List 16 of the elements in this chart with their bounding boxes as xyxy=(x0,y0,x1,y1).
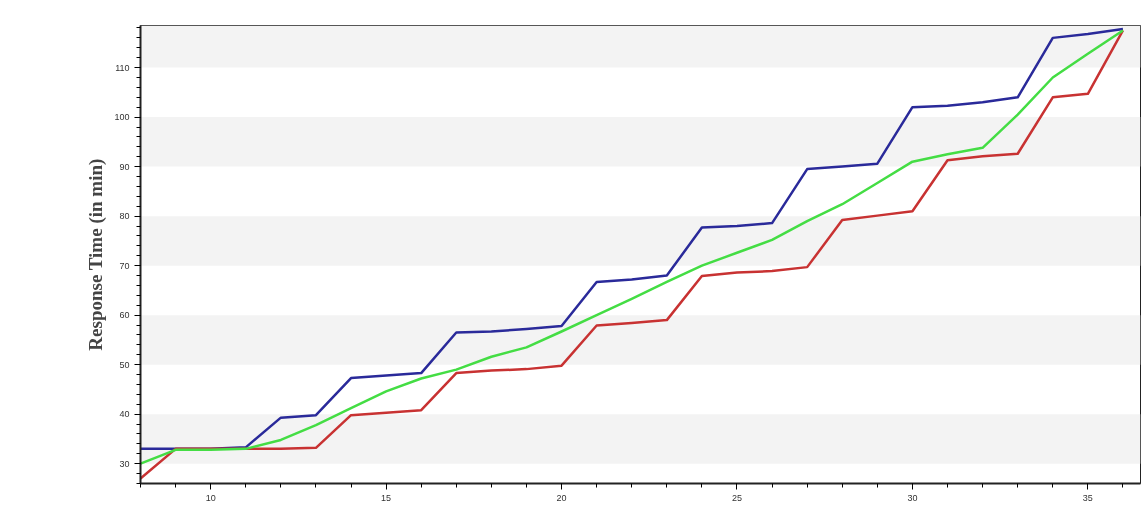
y-tick-label: 30 xyxy=(119,458,130,469)
x-tick-label: 10 xyxy=(205,492,216,503)
y-axis-title: Response Time (in min) xyxy=(85,158,108,351)
x-tick-label: 30 xyxy=(907,492,918,503)
y-tick-label: 60 xyxy=(119,310,130,321)
y-tick-label: 90 xyxy=(119,161,130,172)
x-tick-label: 25 xyxy=(731,492,742,503)
y-tick-label: 110 xyxy=(115,62,130,73)
x-tick-label: 35 xyxy=(1082,492,1093,503)
y-tick-label: 40 xyxy=(119,409,130,420)
y-tick-label: 100 xyxy=(114,112,130,123)
x-tick-label: 15 xyxy=(381,492,392,503)
y-tick-label: 50 xyxy=(119,359,130,370)
y-tick-label: 70 xyxy=(119,260,130,271)
x-tick-label: 20 xyxy=(556,492,567,503)
y-tick-label: 80 xyxy=(119,211,130,222)
